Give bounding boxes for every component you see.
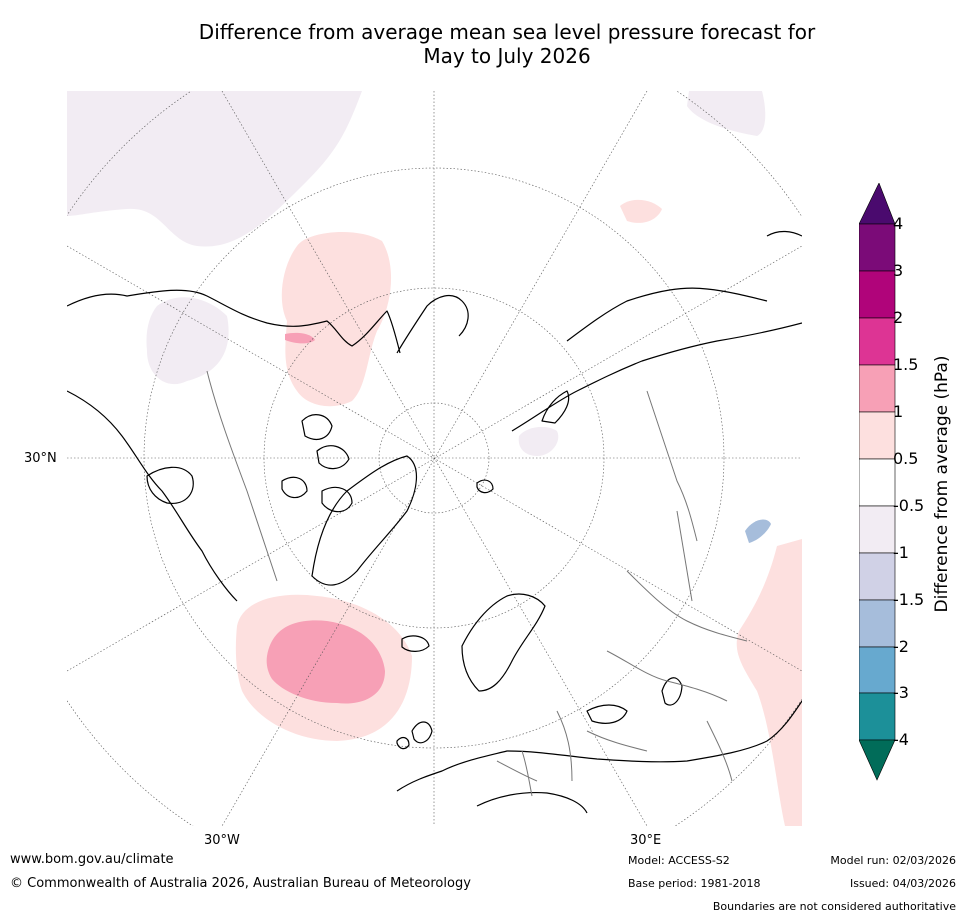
colorbar-bin-2-3: [858, 270, 896, 319]
colorbar-title: Difference from average (hPa): [932, 355, 952, 613]
colorbar-bin-m4-m3: [858, 692, 896, 741]
canada-high: [620, 199, 662, 223]
footer-url[interactable]: www.bom.gov.au/climate: [10, 852, 174, 867]
colorbar-extend-bottom: [858, 739, 896, 781]
colorbar-label-m4: -4: [893, 730, 909, 749]
colorbar-bin-1.5-2: [858, 317, 896, 366]
north-atlantic-core: [266, 620, 385, 704]
footer-model-run: Model run: 02/03/2026: [830, 854, 956, 867]
colorbar-label-0.5: 0.5: [893, 449, 919, 468]
title-line-2: May to July 2026: [423, 44, 591, 68]
arctic-weak-low-corner: [687, 91, 766, 136]
colorbar-bin-0.5-1: [858, 411, 896, 460]
boundaries: [206, 370, 748, 797]
colorbar-label-4: 4: [893, 214, 904, 233]
south-asia-high: [736, 539, 802, 826]
lon-label-30w: 30°W: [204, 833, 240, 848]
colorbar-bin-1-1.5: [858, 364, 896, 413]
colorbar-extend-top: [858, 182, 896, 225]
colorbar-label-2: 2: [893, 308, 904, 327]
graticule: [67, 91, 802, 826]
footer-copyright: © Commonwealth of Australia 2026, Austra…: [10, 876, 471, 891]
map-panel[interactable]: [67, 91, 802, 826]
footer-base-period: Base period: 1981-2018: [628, 877, 761, 890]
title-line-1: Difference from average mean sea level p…: [198, 20, 816, 44]
colorbar-bin-m1.5-m1: [858, 552, 896, 601]
central-asia-low: [745, 519, 771, 543]
north-pacific-weak-low-2: [146, 297, 229, 385]
colorbar-label-m2: -2: [893, 637, 909, 656]
colorbar-bin-m1-m0.5: [858, 505, 896, 554]
footer-model: Model: ACCESS-S2: [628, 854, 730, 867]
colorbar-graphic: [858, 182, 896, 781]
north-pacific-weak-low: [67, 91, 362, 247]
footer-disclaimer: Boundaries are not considered authoritat…: [712, 900, 956, 913]
colorbar-label-1: 1: [893, 402, 904, 421]
colorbar-label-m1: -1: [893, 543, 909, 562]
colorbar-bin-m2-m1.5: [858, 599, 896, 648]
footer-issued: Issued: 04/03/2026: [849, 877, 956, 890]
barents-weak-low: [518, 426, 559, 456]
colorbar-label-m3: -3: [893, 683, 909, 702]
colorbar-label-3: 3: [893, 261, 904, 280]
colorbar-bin-3-4: [858, 223, 896, 272]
lon-label-30e: 30°E: [630, 833, 662, 848]
polar-map: [67, 91, 802, 826]
coastlines: [67, 230, 802, 814]
colorbar: [858, 182, 899, 787]
chart-title: Difference from average mean sea level p…: [60, 20, 954, 68]
lat-label-30n: 30°N: [24, 451, 57, 466]
colorbar-bin-m3-m2: [858, 646, 896, 694]
colorbar-label-m1.5: -1.5: [893, 590, 925, 609]
bering-core: [285, 332, 315, 344]
colorbar-bin-neutral: [858, 458, 896, 507]
colorbar-label-1.5: 1.5: [893, 355, 919, 374]
colorbar-label-m0.5: -0.5: [893, 496, 925, 515]
